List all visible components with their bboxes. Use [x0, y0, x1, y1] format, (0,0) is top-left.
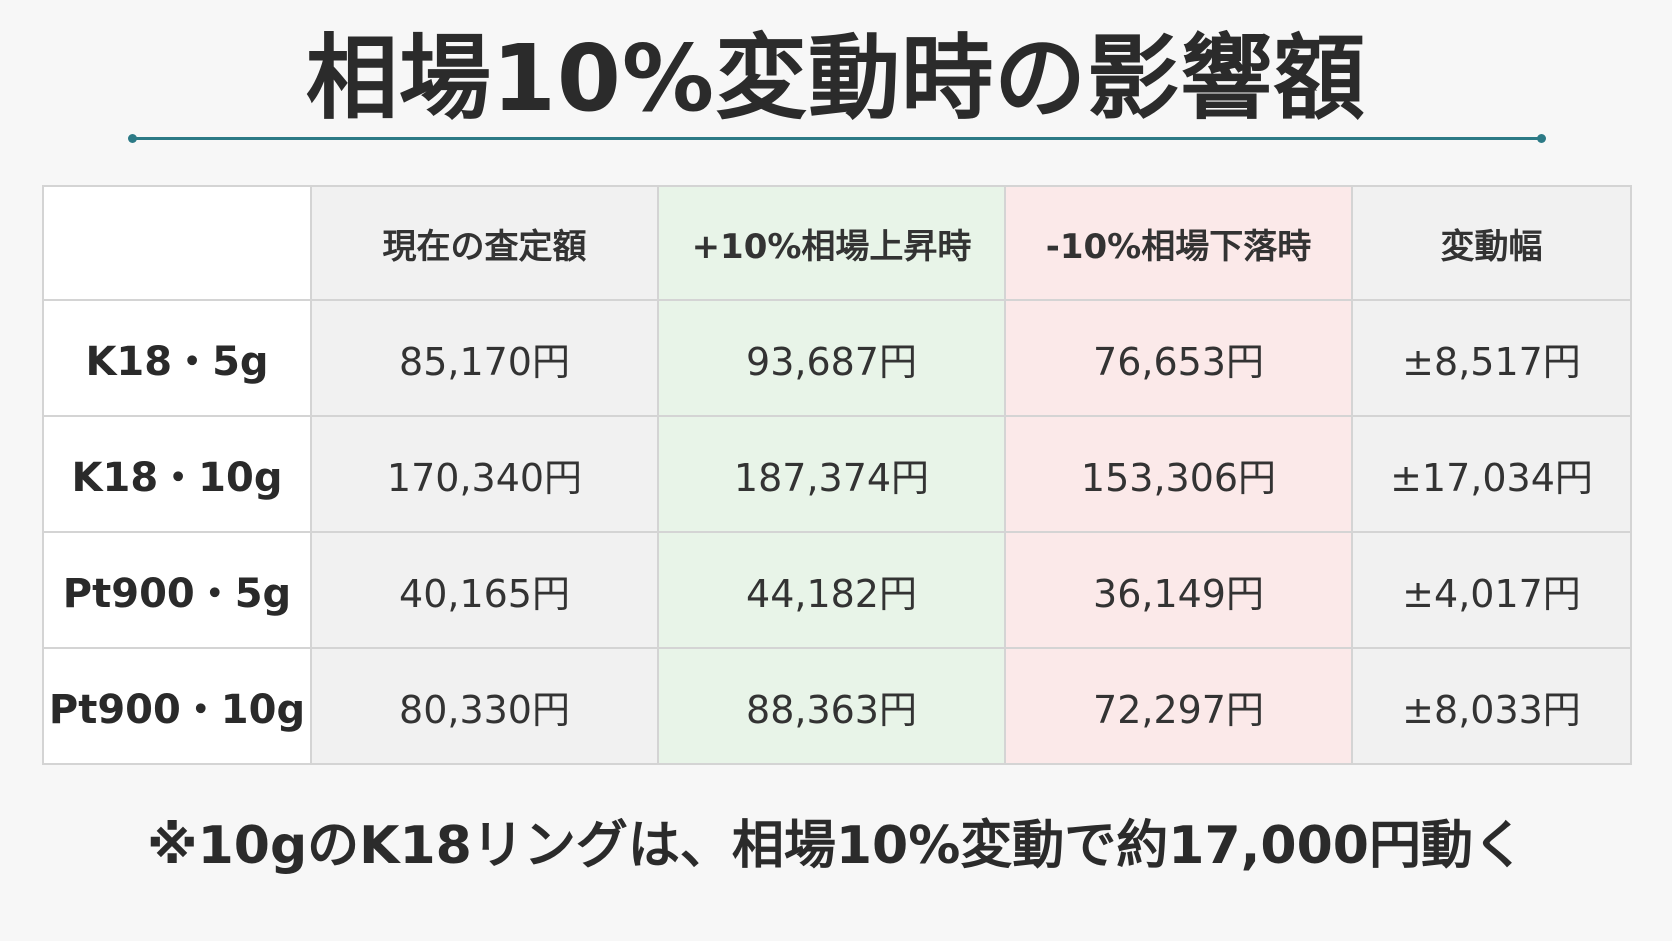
divider-right-dot [1537, 134, 1546, 143]
cell-range: ±4,017円 [1351, 531, 1632, 649]
cell-up: 88,363円 [657, 647, 1006, 765]
cell-up: 93,687円 [657, 299, 1006, 417]
table-row: Pt900・5g 40,165円 44,182円 36,149円 ±4,017円 [42, 531, 1632, 649]
header-current: 現在の査定額 [310, 185, 659, 301]
cell-current: 80,330円 [310, 647, 659, 765]
header-range: 変動幅 [1351, 185, 1632, 301]
table-row: Pt900・10g 80,330円 88,363円 72,297円 ±8,033… [42, 647, 1632, 765]
row-label: K18・10g [42, 415, 312, 533]
cell-down: 72,297円 [1004, 647, 1353, 765]
table-header-row: 現在の査定額 +10%相場上昇時 -10%相場下落時 変動幅 [42, 185, 1632, 301]
cell-down: 76,653円 [1004, 299, 1353, 417]
header-corner [42, 185, 312, 301]
footnote: ※10gのK18リングは、相場10%変動で約17,000円動く [147, 816, 1525, 876]
title-divider [128, 134, 1546, 143]
cell-down: 36,149円 [1004, 531, 1353, 649]
cell-up: 187,374円 [657, 415, 1006, 533]
cell-current: 170,340円 [310, 415, 659, 533]
row-label: K18・5g [42, 299, 312, 417]
cell-down: 153,306円 [1004, 415, 1353, 533]
row-label: Pt900・5g [42, 531, 312, 649]
header-down: -10%相場下落時 [1004, 185, 1353, 301]
cell-range: ±8,517円 [1351, 299, 1632, 417]
cell-current: 85,170円 [310, 299, 659, 417]
row-label: Pt900・10g [42, 647, 312, 765]
impact-table: 現在の査定額 +10%相場上昇時 -10%相場下落時 変動幅 K18・5g 85… [42, 185, 1632, 765]
table-row: K18・5g 85,170円 93,687円 76,653円 ±8,517円 [42, 299, 1632, 417]
page-title: 相場10%変動時の影響額 [305, 25, 1367, 132]
cell-range: ±17,034円 [1351, 415, 1632, 533]
header-up: +10%相場上昇時 [657, 185, 1006, 301]
divider-left-dot [128, 134, 137, 143]
cell-up: 44,182円 [657, 531, 1006, 649]
table-row: K18・10g 170,340円 187,374円 153,306円 ±17,0… [42, 415, 1632, 533]
cell-current: 40,165円 [310, 531, 659, 649]
cell-range: ±8,033円 [1351, 647, 1632, 765]
